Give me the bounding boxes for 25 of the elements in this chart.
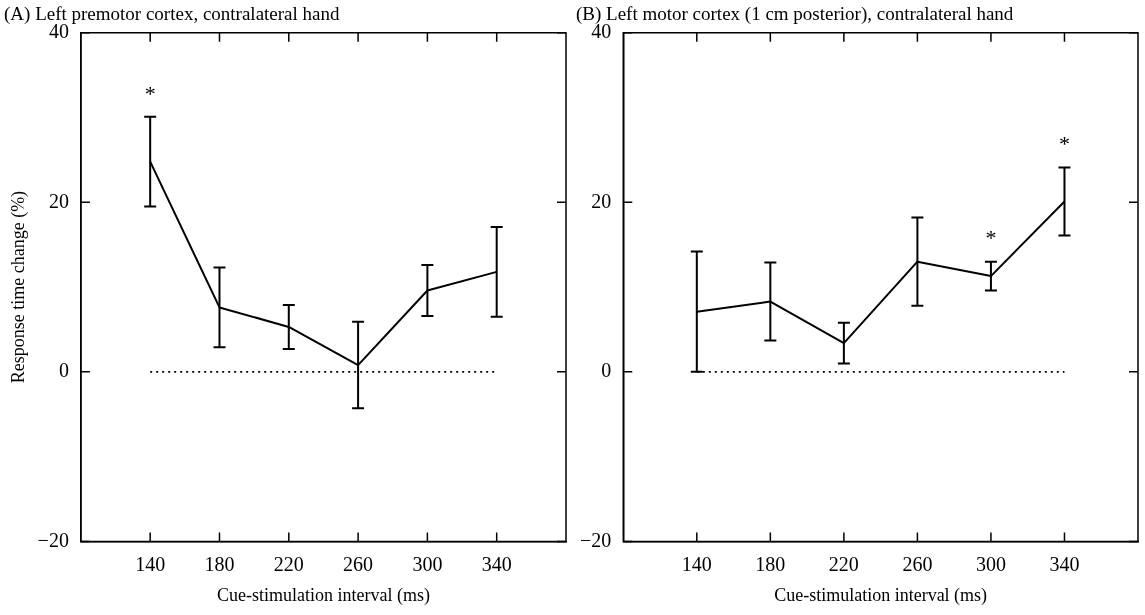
x-tick-label: 340 xyxy=(1049,552,1080,575)
annotation: * xyxy=(985,225,997,251)
x-tick-label: 300 xyxy=(975,552,1006,575)
x-tick-label: 180 xyxy=(204,552,235,575)
x-tick-label: 340 xyxy=(481,552,512,575)
annotation: * xyxy=(1058,131,1070,157)
annotation: * xyxy=(144,80,156,106)
y-tick-label: 20 xyxy=(591,189,612,212)
x-tick-label: 220 xyxy=(273,552,304,575)
y-axis-title: Response time change (%) xyxy=(7,190,29,384)
y-tick-label: 40 xyxy=(48,20,69,43)
x-tick-label: 180 xyxy=(755,552,786,575)
x-tick-label: 300 xyxy=(412,552,443,575)
x-tick-label: 260 xyxy=(343,552,374,575)
y-tick-label: −20 xyxy=(580,528,612,551)
x-tick-label: 260 xyxy=(902,552,933,575)
x-tick-label: 220 xyxy=(828,552,859,575)
y-tick-label: 20 xyxy=(48,189,69,212)
y-tick-label: −20 xyxy=(37,528,69,551)
x-tick-label: 140 xyxy=(681,552,712,575)
y-tick-label: 0 xyxy=(601,359,612,382)
y-tick-label: 0 xyxy=(58,359,69,382)
x-tick-label: 140 xyxy=(135,552,166,575)
x-axis-title: Cue-stimulation interval (ms) xyxy=(216,584,430,606)
x-axis-title: Cue-stimulation interval (ms) xyxy=(774,584,988,606)
